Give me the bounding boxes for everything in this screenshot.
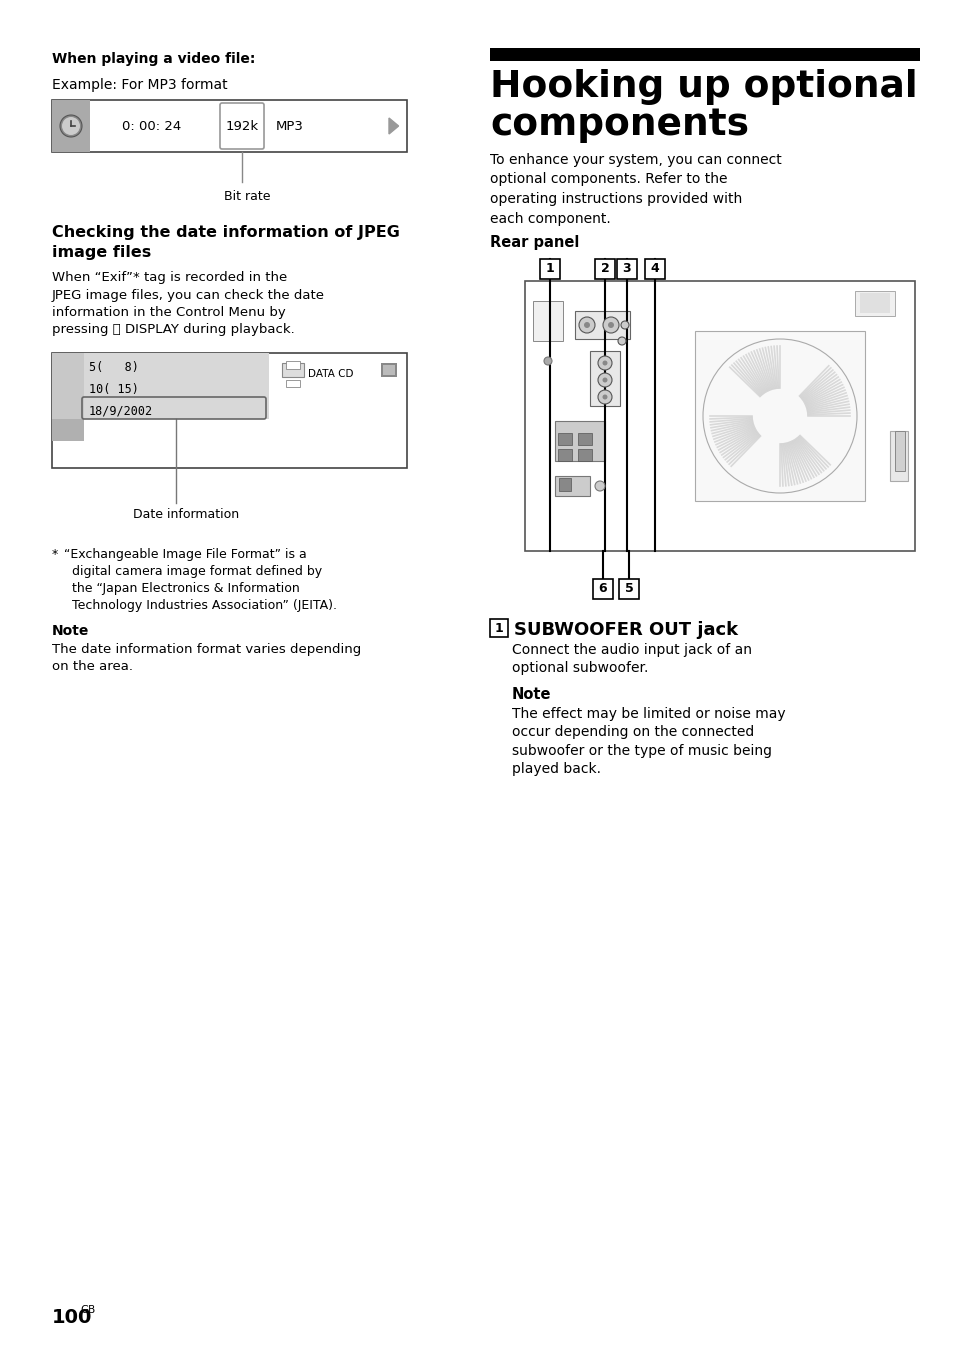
Bar (555, 421, 604, 461)
Circle shape (620, 322, 628, 328)
Bar (555, 476, 589, 497)
Text: MP3: MP3 (275, 119, 304, 133)
Text: DATA CD: DATA CD (308, 369, 354, 379)
Bar (84, 353, 269, 419)
Text: When playing a video file:: When playing a video file: (52, 52, 255, 66)
Bar (524, 281, 914, 551)
Bar (859, 293, 889, 313)
Bar (618, 579, 639, 598)
Bar (490, 619, 507, 636)
Text: Example: For MP3 format: Example: For MP3 format (52, 77, 228, 92)
Bar (695, 331, 864, 501)
Text: 1: 1 (545, 262, 554, 275)
Circle shape (543, 357, 552, 365)
Circle shape (578, 318, 595, 332)
Bar (52, 375, 84, 398)
Text: To enhance your system, you can connect
optional components. Refer to the
operat: To enhance your system, you can connect … (490, 153, 781, 225)
Text: “Exchangeable Image File Format” is a
  digital camera image format defined by
 : “Exchangeable Image File Format” is a di… (64, 548, 336, 612)
Text: 100: 100 (52, 1308, 92, 1327)
Text: 5: 5 (624, 582, 633, 596)
Text: 192k: 192k (225, 119, 258, 133)
Bar (589, 351, 619, 406)
Text: 4: 4 (650, 262, 659, 275)
Text: 6: 6 (598, 582, 607, 596)
Bar (52, 100, 407, 152)
Bar (286, 361, 299, 369)
Text: 5(   8): 5( 8) (89, 361, 139, 373)
Text: components: components (490, 107, 748, 142)
Text: 1: 1 (494, 622, 503, 635)
Text: 2: 2 (600, 262, 609, 275)
FancyBboxPatch shape (220, 103, 264, 149)
Text: Rear panel: Rear panel (490, 235, 578, 250)
Text: Checking the date information of JPEG: Checking the date information of JPEG (52, 225, 399, 240)
Bar (595, 259, 615, 280)
Circle shape (602, 377, 607, 383)
Bar (578, 449, 592, 461)
Bar (558, 478, 571, 491)
Text: Date information: Date information (133, 508, 239, 521)
Bar (575, 311, 629, 339)
Bar (617, 259, 637, 280)
Circle shape (602, 361, 607, 365)
Text: SUBWOOFER OUT jack: SUBWOOFER OUT jack (514, 622, 738, 639)
Bar (854, 290, 894, 316)
Text: 18/9/2002: 18/9/2002 (89, 404, 153, 418)
Circle shape (607, 322, 614, 328)
Bar (644, 259, 664, 280)
Bar (380, 364, 396, 377)
Circle shape (60, 115, 82, 137)
Circle shape (598, 373, 612, 387)
Circle shape (595, 480, 604, 491)
Circle shape (598, 389, 612, 404)
Bar (52, 419, 84, 441)
Bar (533, 301, 562, 341)
Circle shape (583, 322, 589, 328)
Bar (889, 432, 907, 480)
Circle shape (62, 117, 80, 134)
Bar (558, 449, 572, 461)
Bar (52, 100, 90, 152)
Text: The date information format varies depending
on the area.: The date information format varies depen… (52, 643, 361, 673)
Text: *: * (52, 548, 58, 560)
Text: 10( 15): 10( 15) (89, 383, 139, 395)
Bar (558, 433, 572, 445)
Bar (578, 433, 592, 445)
Bar (593, 579, 613, 598)
Text: image files: image files (52, 246, 152, 261)
Bar (52, 353, 84, 375)
Bar (382, 365, 395, 375)
Circle shape (618, 337, 625, 345)
Text: The effect may be limited or noise may
occur depending on the connected
subwoofe: The effect may be limited or noise may o… (512, 707, 785, 776)
Circle shape (598, 356, 612, 370)
Text: When “Exif”* tag is recorded in the
JPEG image files, you can check the date
inf: When “Exif”* tag is recorded in the JPEG… (52, 271, 325, 337)
Circle shape (602, 395, 607, 399)
Text: 0: 00: 24: 0: 00: 24 (122, 119, 181, 133)
Text: Note: Note (52, 624, 90, 638)
Bar (286, 380, 299, 387)
Bar (490, 47, 919, 61)
Bar (52, 398, 84, 419)
Text: 3: 3 (622, 262, 631, 275)
Text: Connect the audio input jack of an
optional subwoofer.: Connect the audio input jack of an optio… (512, 643, 751, 676)
Text: Bit rate: Bit rate (224, 190, 270, 204)
Text: Hooking up optional: Hooking up optional (490, 69, 917, 104)
Circle shape (602, 318, 618, 332)
Text: GB: GB (80, 1305, 95, 1315)
Bar (539, 259, 559, 280)
Polygon shape (389, 118, 398, 134)
Bar (52, 353, 407, 468)
Bar (282, 364, 304, 377)
Bar (894, 432, 904, 471)
Text: Note: Note (512, 687, 551, 702)
